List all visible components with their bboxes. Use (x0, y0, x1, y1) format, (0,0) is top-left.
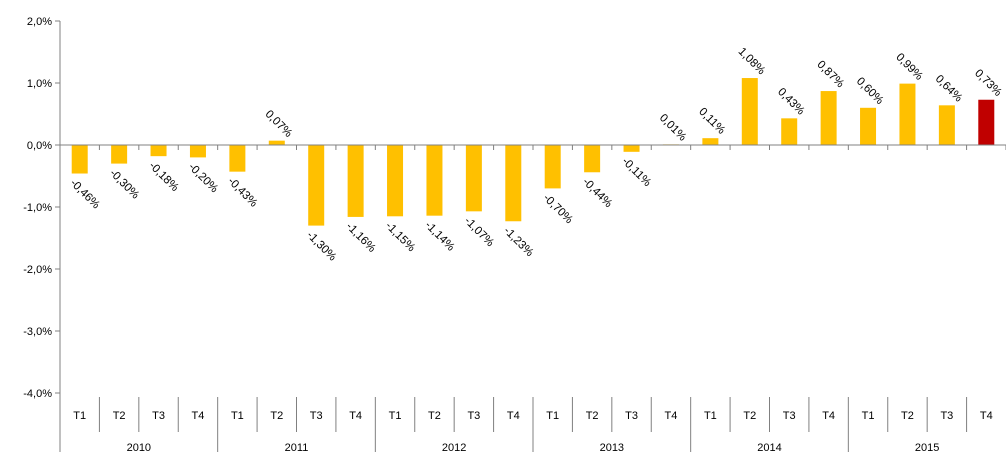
y-tick-label: 0,0% (27, 140, 52, 152)
bar (544, 145, 561, 189)
data-label: 0,87% (815, 59, 847, 91)
quarter-label: T2 (113, 410, 126, 422)
data-label: -0,18% (146, 160, 180, 194)
x-axis: T1 T2 T3 T4 T1 T2 T3 T4 T1 T2 T3 T4 T1 T2 T3 T4 T1 T2 T3 T4… (73, 397, 993, 452)
bar (229, 145, 246, 172)
quarter-label: T4 (822, 410, 835, 422)
bar (347, 145, 364, 217)
data-label: 0,60% (854, 75, 886, 107)
quarter-label: T4 (980, 410, 993, 422)
bar (465, 145, 482, 212)
quarter-label: T2 (586, 410, 599, 422)
data-label: -1,16% (344, 221, 378, 255)
bar (938, 105, 955, 145)
quarter-label: T1 (389, 410, 402, 422)
quarter-label: T4 (349, 410, 362, 422)
data-label: 0,07% (263, 108, 295, 140)
bar (820, 91, 837, 145)
year-label: 2010 (127, 442, 151, 452)
data-label: 0,01% (657, 112, 689, 144)
quarter-label: T4 (192, 410, 205, 422)
y-tick-label: -3,0% (23, 326, 52, 338)
data-label: -1,23% (501, 225, 535, 259)
data-label: 1,08% (736, 46, 768, 78)
data-label: -1,14% (422, 219, 456, 253)
quarter-label: T2 (270, 410, 283, 422)
bar (584, 145, 601, 173)
quarter-label: T3 (783, 410, 796, 422)
quarter-label: T3 (310, 410, 323, 422)
data-label: -0,43% (225, 175, 259, 209)
bar (308, 145, 325, 226)
data-label: -0,46% (68, 177, 102, 211)
data-label: -1,07% (462, 215, 496, 249)
quarter-label: T2 (428, 410, 441, 422)
quarter-label: T3 (152, 410, 165, 422)
quarter-label: T3 (940, 410, 953, 422)
bar (426, 145, 443, 216)
y-tick-label: 1,0% (27, 78, 52, 90)
y-tick-label: -1,0% (23, 202, 52, 214)
bar (387, 145, 404, 217)
bar (505, 145, 522, 222)
bar (978, 99, 995, 145)
data-label: 0,99% (893, 51, 925, 83)
quarter-label: T2 (901, 410, 914, 422)
quarter-label: T1 (73, 410, 86, 422)
data-label: -1,30% (304, 229, 338, 263)
quarter-label: T1 (231, 410, 244, 422)
quarter-label: T1 (862, 410, 875, 422)
y-tick-label: -4,0% (23, 388, 52, 400)
y-axis: 2,0% 1,0% 0,0% -1,0% -2,0% -3,0% -4,0% (23, 16, 61, 452)
quarter-label: T4 (665, 410, 678, 422)
bar (623, 145, 640, 152)
quarter-label: T3 (625, 410, 638, 422)
data-label: 0,64% (933, 73, 965, 105)
data-label: 0,73% (972, 67, 1004, 99)
bar (702, 138, 719, 145)
bar (741, 78, 758, 145)
bar (268, 140, 285, 145)
bar (71, 145, 88, 174)
bar (150, 145, 167, 157)
year-label: 2012 (442, 442, 466, 452)
data-label: 0,43% (775, 86, 807, 118)
bar (899, 83, 916, 145)
quarter-label: T3 (467, 410, 480, 422)
bar (189, 145, 206, 158)
quarter-label: T4 (507, 410, 520, 422)
y-tick-label: -2,0% (23, 264, 52, 276)
quarter-label: T2 (743, 410, 756, 422)
data-label: -0,30% (107, 167, 141, 201)
quarter-label: T1 (704, 410, 717, 422)
data-label: -0,44% (580, 176, 614, 210)
bar (860, 107, 877, 145)
bar (111, 145, 128, 164)
data-label: -1,15% (383, 220, 417, 254)
bar (781, 118, 798, 145)
data-label: -0,11% (619, 155, 653, 189)
data-label: -0,70% (541, 192, 575, 226)
y-tick-label: 2,0% (27, 16, 52, 28)
year-label: 2014 (757, 442, 781, 452)
data-label: -0,20% (186, 161, 220, 195)
data-label: 0,11% (696, 106, 727, 137)
year-label: 2011 (285, 442, 309, 452)
year-label: 2015 (915, 442, 939, 452)
bars (71, 78, 995, 226)
year-label: 2013 (600, 442, 624, 452)
quarter-label: T1 (546, 410, 559, 422)
data-labels: -0,46% -0,30% -0,18% -0,20% -0,43% 0,07% -1,30… (68, 46, 1004, 264)
zero-line (60, 144, 1006, 150)
